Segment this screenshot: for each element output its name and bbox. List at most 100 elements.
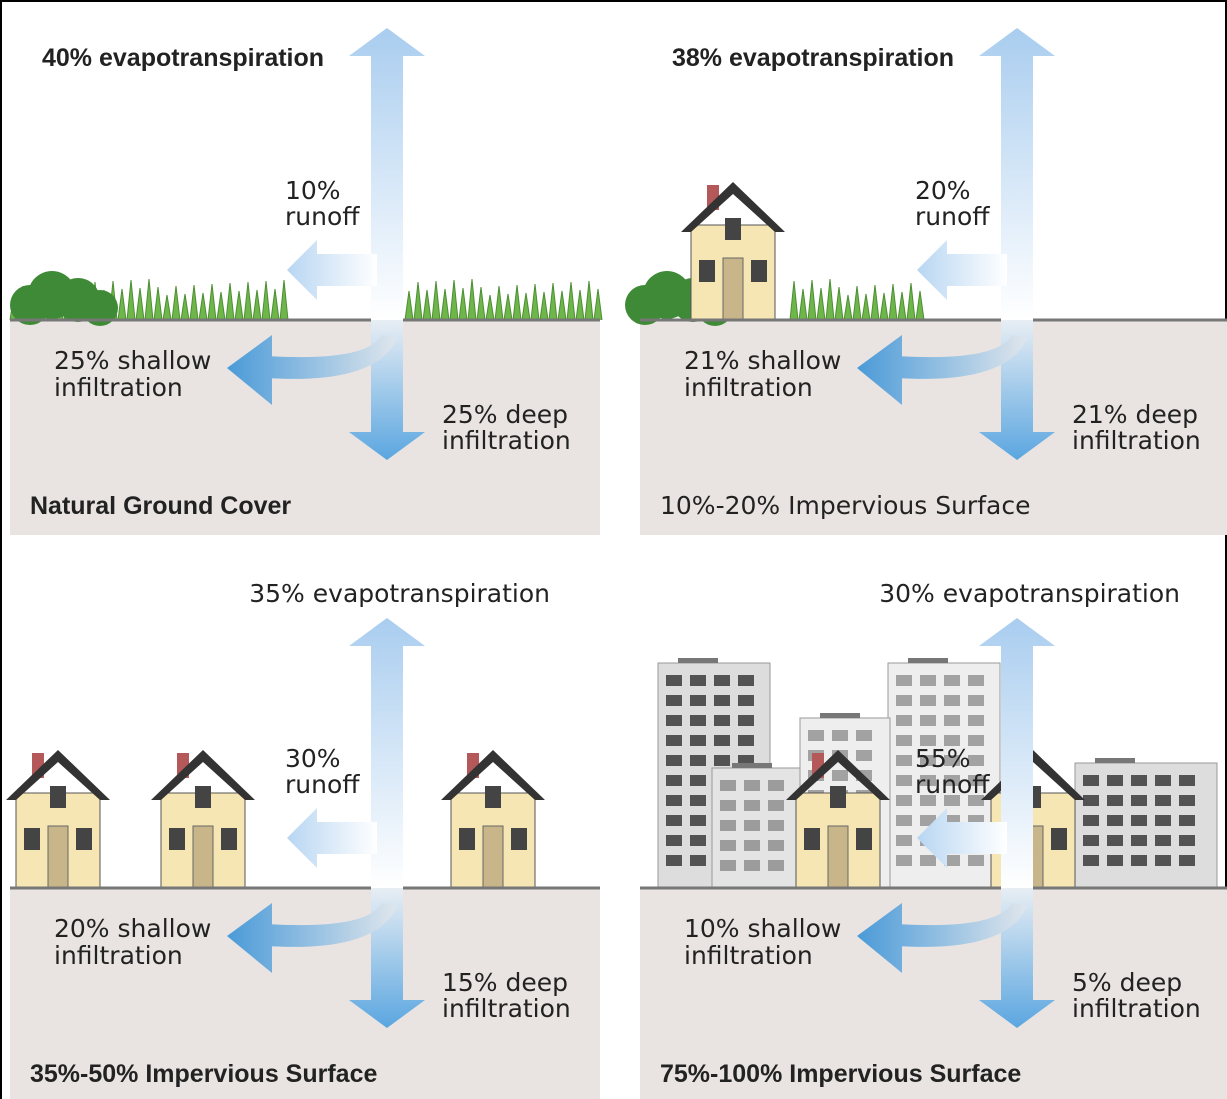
building-window [1179, 835, 1195, 846]
building-window [968, 695, 984, 706]
building-window [744, 840, 760, 851]
building-window [944, 715, 960, 726]
door [193, 826, 213, 888]
window [856, 828, 872, 850]
building-window [690, 715, 706, 726]
building-window [690, 795, 706, 806]
building-window [1083, 855, 1099, 866]
building-window [1083, 815, 1099, 826]
building-window [738, 675, 754, 686]
runoff-label: runoff [915, 202, 990, 231]
building-window [1131, 835, 1147, 846]
building-window [666, 755, 682, 766]
building-window [714, 755, 730, 766]
building-window [744, 860, 760, 871]
building-window [1155, 835, 1171, 846]
roof-unit [1095, 758, 1135, 763]
window [804, 828, 820, 850]
deep-infiltration-label: infiltration [442, 426, 571, 455]
building-window [896, 735, 912, 746]
building-window [1107, 795, 1123, 806]
building-window [666, 715, 682, 726]
deep-infiltration-label: 15% deep [442, 968, 568, 997]
door [723, 258, 743, 320]
building-window [744, 820, 760, 831]
window [169, 828, 185, 850]
building-window [720, 820, 736, 831]
building-window [896, 715, 912, 726]
building-window [1083, 795, 1099, 806]
building-window [666, 775, 682, 786]
window [699, 260, 715, 282]
building-window [1179, 815, 1195, 826]
building-window [768, 800, 784, 811]
building-window [1131, 855, 1147, 866]
runoff-arrow [917, 240, 1007, 300]
building-window [1107, 835, 1123, 846]
roof-unit [908, 658, 948, 663]
runoff-label: 10% [285, 176, 341, 205]
building-window [720, 860, 736, 871]
building-window [768, 840, 784, 851]
door [48, 826, 68, 888]
building-window [714, 735, 730, 746]
window [221, 828, 237, 850]
window [725, 218, 741, 240]
building-window [714, 675, 730, 686]
building-window [920, 855, 936, 866]
building-window [666, 795, 682, 806]
building-window [690, 695, 706, 706]
building-window [666, 695, 682, 706]
window [459, 828, 475, 850]
building-window [1107, 855, 1123, 866]
building-window [944, 695, 960, 706]
panel-title: 10%-20% Impervious Surface [660, 491, 1030, 520]
evapotranspiration-label: 38% evapotranspiration [672, 44, 954, 72]
building-window [944, 675, 960, 686]
runoff-label: runoff [285, 770, 360, 799]
building-window [1155, 855, 1171, 866]
evapotranspiration-label: 35% evapotranspiration [249, 579, 550, 608]
roof-unit [678, 658, 718, 663]
building-window [1155, 815, 1171, 826]
building-window [690, 735, 706, 746]
building-window [666, 855, 682, 866]
runoff-label: 30% [285, 744, 341, 773]
building-window [690, 675, 706, 686]
building-window [920, 695, 936, 706]
building-window [1131, 775, 1147, 786]
building-window [768, 820, 784, 831]
panel-title: Natural Ground Cover [30, 492, 291, 520]
building-window [1155, 795, 1171, 806]
deep-infiltration-label: infiltration [1072, 994, 1201, 1023]
building-window [896, 855, 912, 866]
building-window [666, 675, 682, 686]
building-window [1131, 815, 1147, 826]
deep-infiltration-label: 5% deep [1072, 968, 1182, 997]
deep-infiltration-label: infiltration [442, 994, 571, 1023]
shallow-infiltration-label: 21% shallow [684, 346, 841, 375]
building-window [920, 715, 936, 726]
roof-unit [732, 763, 772, 768]
shallow-infiltration-label: infiltration [684, 373, 813, 402]
deep-infiltration-label: 21% deep [1072, 400, 1198, 429]
building-window [896, 795, 912, 806]
building-window [1179, 775, 1195, 786]
grass [790, 279, 924, 320]
building-window [714, 695, 730, 706]
building-window [720, 840, 736, 851]
window [24, 828, 40, 850]
building-window [896, 675, 912, 686]
building-window [1131, 795, 1147, 806]
building-window [896, 815, 912, 826]
building-window [744, 780, 760, 791]
building-window [738, 695, 754, 706]
runoff-arrow [287, 240, 377, 300]
building-window [768, 860, 784, 871]
building-window [738, 735, 754, 746]
window [830, 786, 846, 808]
deep-infiltration-label: 25% deep [442, 400, 568, 429]
building-window [968, 675, 984, 686]
